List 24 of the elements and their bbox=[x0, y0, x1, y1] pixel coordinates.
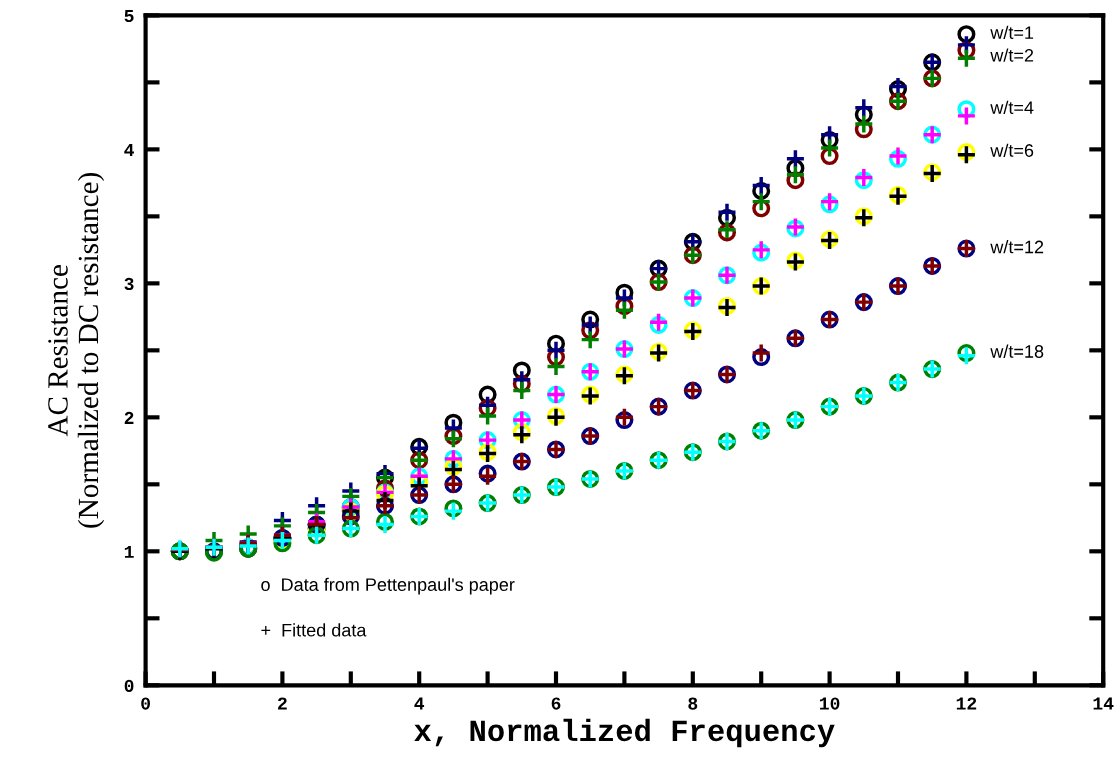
x-tick-label: 4 bbox=[414, 697, 425, 710]
x-tick-label: 10 bbox=[819, 697, 840, 710]
y-tick-label: 5 bbox=[124, 10, 134, 23]
x-tick-label: 0 bbox=[141, 697, 150, 710]
y-tick-label: 0 bbox=[124, 679, 134, 693]
x-axis-title: x, Normalized Frequency bbox=[414, 718, 835, 748]
y-tick-label: 2 bbox=[124, 411, 134, 424]
x-tick-label: 12 bbox=[956, 697, 977, 710]
y-tick-label: 4 bbox=[124, 144, 134, 156]
series-label: w/t=12 bbox=[990, 240, 1044, 254]
series-label: w/t=2 bbox=[990, 48, 1034, 62]
annotation: + Fitted data bbox=[261, 623, 367, 637]
series-label: w/t=4 bbox=[990, 100, 1034, 115]
x-tick-label: 8 bbox=[688, 697, 698, 710]
x-tick-label: 14 bbox=[1093, 697, 1114, 710]
annotation: o Data from Pettenpaul's paper bbox=[261, 577, 515, 595]
series-label: w/t=18 bbox=[990, 344, 1044, 358]
y-tick-label: 3 bbox=[124, 277, 134, 291]
y-tick-label: 1 bbox=[124, 545, 134, 558]
series-label: w/t=6 bbox=[990, 143, 1034, 157]
series-label: w/t=1 bbox=[990, 25, 1034, 39]
x-tick-label: 2 bbox=[278, 697, 287, 710]
y-axis-title: AC Resistance (Normalized to DC resistance) bbox=[48, 173, 105, 528]
x-tick-label: 6 bbox=[551, 697, 561, 710]
